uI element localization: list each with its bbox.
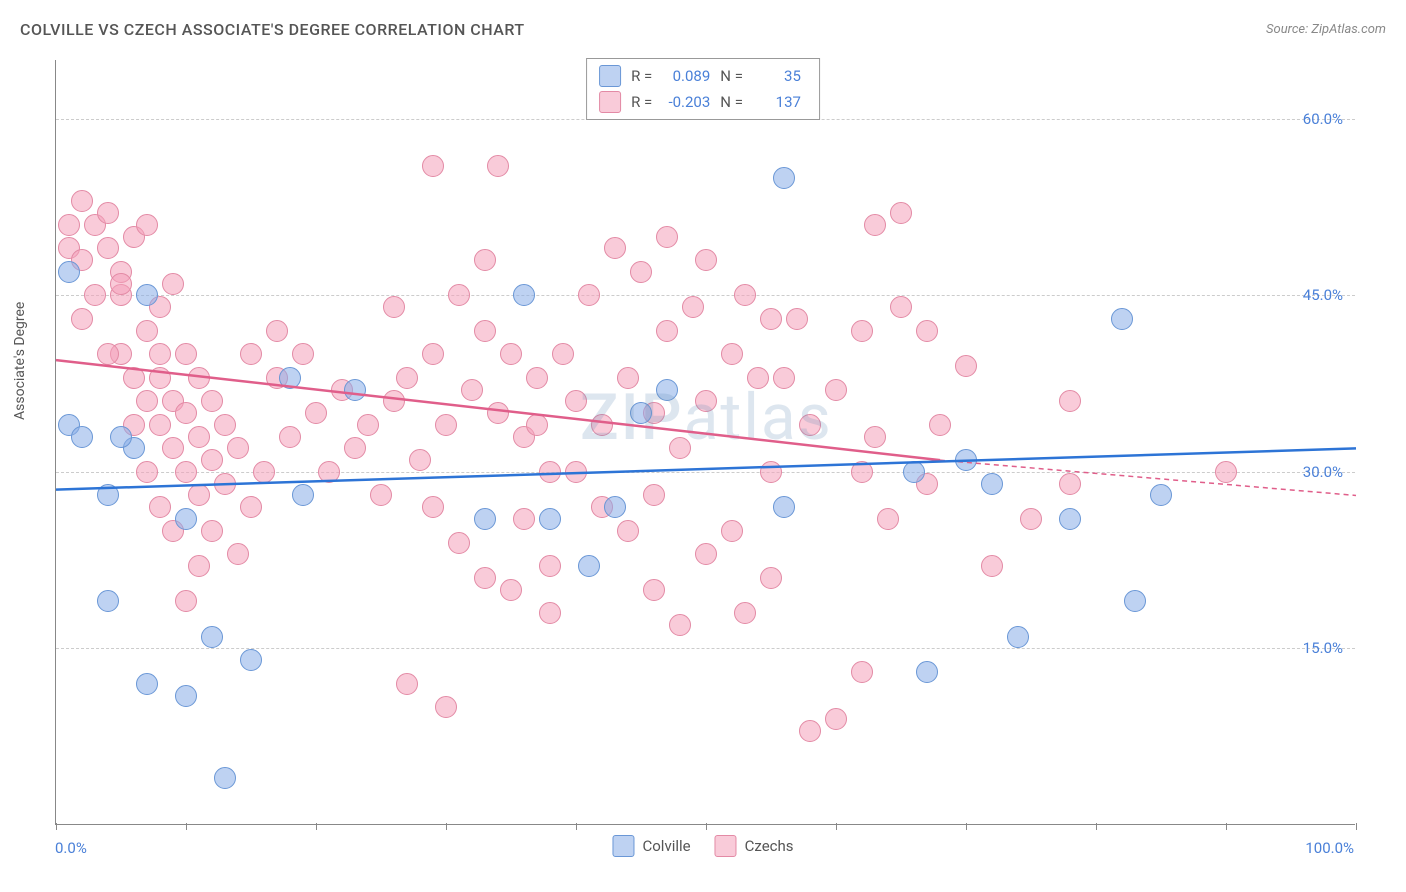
trendlines <box>56 60 1356 825</box>
pink-swatch <box>715 835 737 857</box>
r-label: R = <box>631 67 652 85</box>
r-label: R = <box>631 93 652 111</box>
blue-swatch <box>612 835 634 857</box>
legend-label: Colville <box>642 837 690 855</box>
pink-swatch <box>599 91 621 113</box>
x-tick <box>1356 823 1357 830</box>
r-value: 0.089 <box>662 67 710 85</box>
legend-label: Czechs <box>745 837 794 855</box>
x-axis-min-label: 0.0% <box>55 839 87 857</box>
blue-swatch <box>599 65 621 87</box>
r-value: -0.203 <box>662 93 710 111</box>
x-axis-max-label: 100.0% <box>1305 839 1354 857</box>
plot-area: 15.0%30.0%45.0%60.0% <box>55 60 1355 825</box>
n-label: N = <box>720 93 743 111</box>
correlation-legend: R = 0.089 N = 35 R = -0.203 N = 137 <box>586 58 820 120</box>
n-value: 137 <box>753 93 801 111</box>
series-legend: Colville Czechs <box>612 835 793 857</box>
chart-title: COLVILLE VS CZECH ASSOCIATE'S DEGREE COR… <box>20 20 525 39</box>
n-value: 35 <box>753 67 801 85</box>
source-attribution: Source: ZipAtlas.com <box>1266 22 1386 37</box>
legend-item-colville: Colville <box>612 835 690 857</box>
y-axis-label: Associate's Degree <box>12 302 28 420</box>
legend-item-czechs: Czechs <box>715 835 794 857</box>
n-label: N = <box>720 67 743 85</box>
